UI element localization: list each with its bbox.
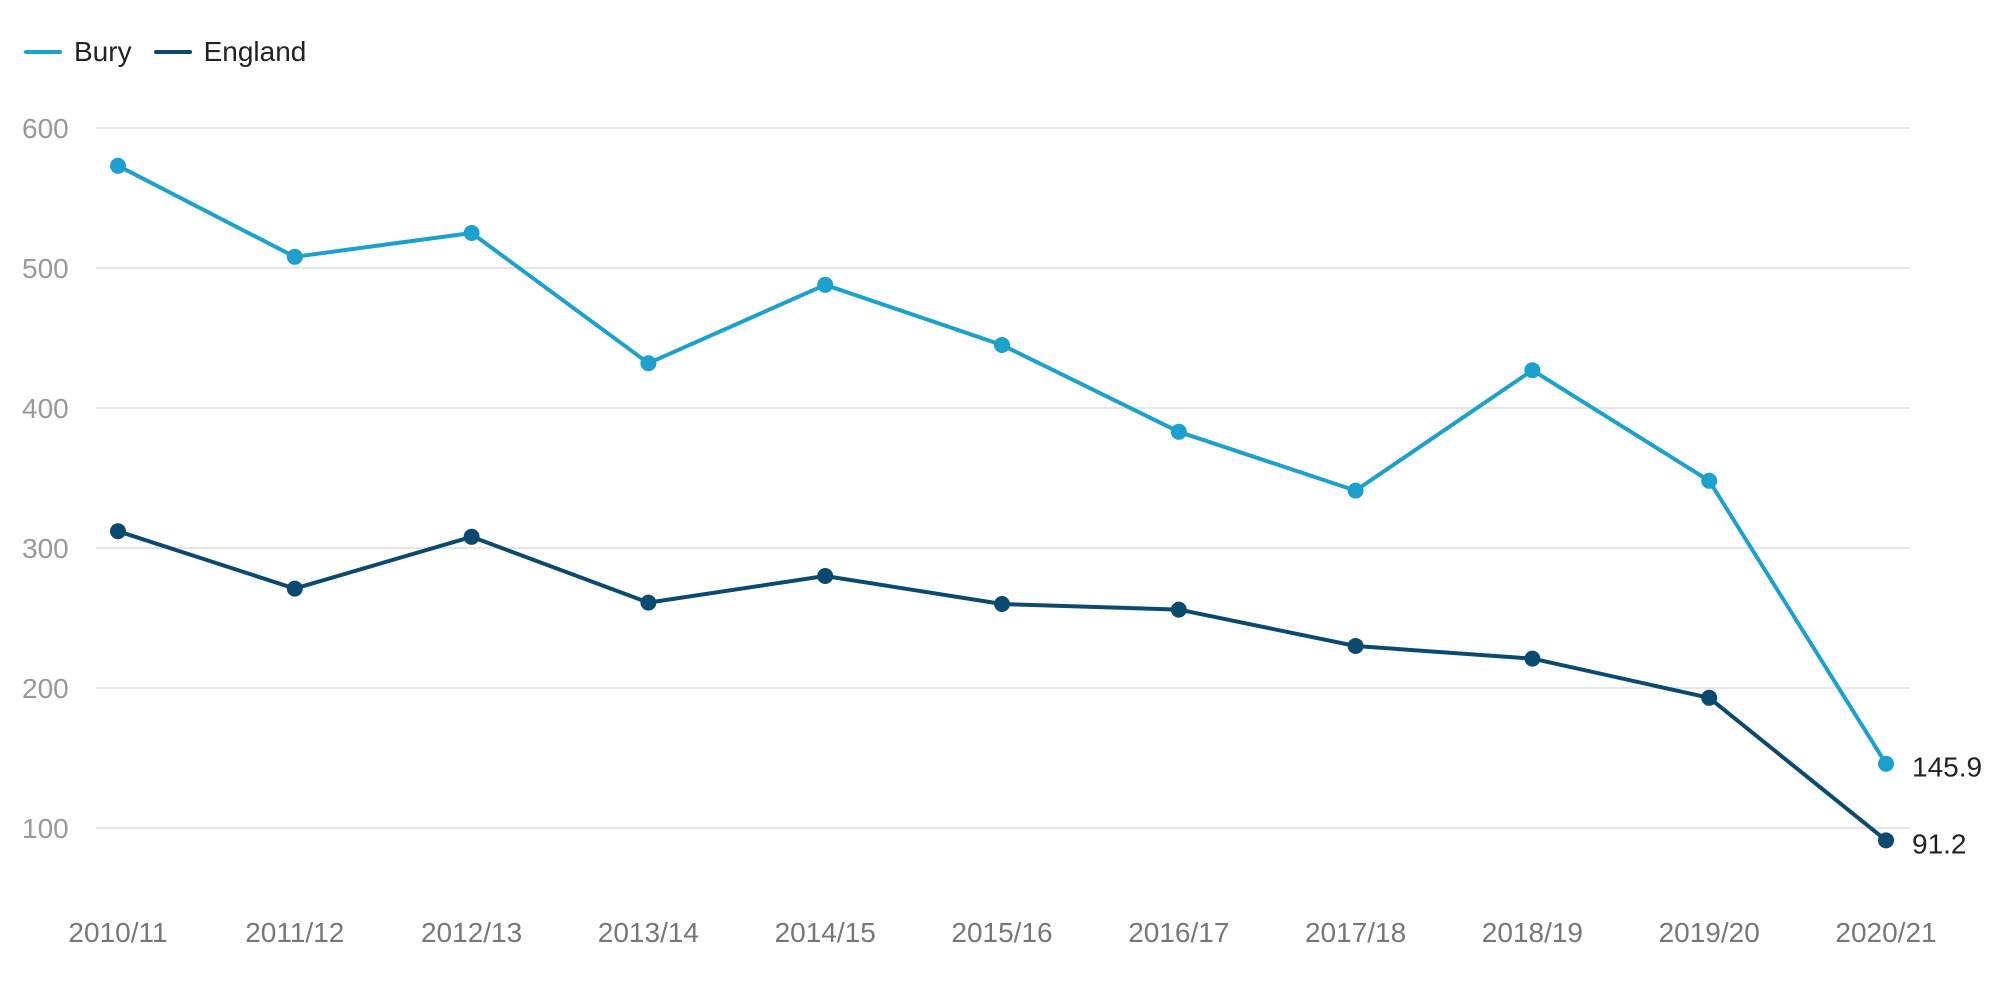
data-point-bury bbox=[1347, 482, 1364, 499]
data-point-bury bbox=[817, 276, 834, 293]
series-england bbox=[110, 523, 1894, 849]
data-point-bury bbox=[640, 355, 657, 372]
chart-legend: Bury England bbox=[24, 36, 306, 68]
data-point-bury bbox=[1701, 472, 1718, 489]
x-tick-label: 2017/18 bbox=[1305, 917, 1406, 948]
data-point-england bbox=[1524, 650, 1541, 667]
series-line-england bbox=[117, 529, 1888, 842]
data-point-england bbox=[110, 523, 126, 540]
data-point-england bbox=[1170, 601, 1187, 618]
x-tick-label: 2012/13 bbox=[421, 917, 522, 948]
y-tick-label: 500 bbox=[22, 253, 69, 284]
x-tick-label: 2013/14 bbox=[598, 917, 699, 948]
x-tick-label: 2020/21 bbox=[1835, 917, 1936, 948]
data-point-bury bbox=[994, 337, 1010, 353]
data-point-england bbox=[640, 594, 657, 611]
y-tick-label: 300 bbox=[22, 533, 69, 564]
data-point-bury bbox=[1878, 755, 1894, 772]
series-line-bury bbox=[117, 164, 1888, 765]
y-tick-label: 600 bbox=[22, 113, 69, 144]
data-point-england bbox=[1878, 832, 1894, 849]
y-tick-label: 400 bbox=[22, 393, 69, 424]
end-labels: 145.9 91.2 bbox=[1912, 752, 1982, 860]
series-bury bbox=[110, 157, 1894, 772]
data-point-england bbox=[463, 528, 480, 545]
x-tick-label: 2015/16 bbox=[951, 917, 1052, 948]
legend-label-england: England bbox=[203, 36, 307, 67]
end-label-england: 91.2 bbox=[1912, 828, 1967, 859]
data-point-bury bbox=[1524, 362, 1541, 379]
data-point-england bbox=[817, 568, 834, 584]
y-tick-label: 200 bbox=[22, 673, 69, 704]
x-axis: 2010/11 2011/12 2012/13 2013/14 2014/15 2015/… bbox=[68, 917, 1936, 948]
x-tick-label: 2016/17 bbox=[1128, 917, 1229, 948]
legend-swatch-bury bbox=[24, 50, 62, 54]
data-point-bury bbox=[463, 225, 480, 241]
data-point-england bbox=[994, 596, 1010, 612]
data-point-bury bbox=[110, 157, 126, 174]
x-tick-label: 2011/12 bbox=[245, 917, 344, 948]
x-tick-label: 2018/19 bbox=[1482, 917, 1583, 948]
data-point-england bbox=[286, 580, 303, 597]
data-point-england bbox=[1347, 638, 1364, 654]
data-point-england bbox=[1701, 689, 1718, 706]
series-layer bbox=[110, 157, 1894, 849]
data-point-bury bbox=[286, 248, 303, 265]
x-tick-label: 2014/15 bbox=[775, 917, 876, 948]
legend-swatch-england bbox=[153, 50, 192, 54]
y-axis: 100 200 300 400 500 600 bbox=[22, 113, 69, 844]
x-tick-label: 2010/11 bbox=[68, 917, 167, 948]
end-label-bury: 145.9 bbox=[1912, 752, 1982, 783]
y-tick-label: 100 bbox=[22, 813, 69, 844]
legend-item-england: England bbox=[153, 36, 307, 68]
legend-item-bury: Bury bbox=[24, 36, 132, 68]
legend-label-bury: Bury bbox=[74, 36, 132, 67]
x-tick-label: 2019/20 bbox=[1659, 917, 1760, 948]
data-point-bury bbox=[1170, 423, 1187, 440]
gridlines bbox=[96, 127, 1910, 829]
